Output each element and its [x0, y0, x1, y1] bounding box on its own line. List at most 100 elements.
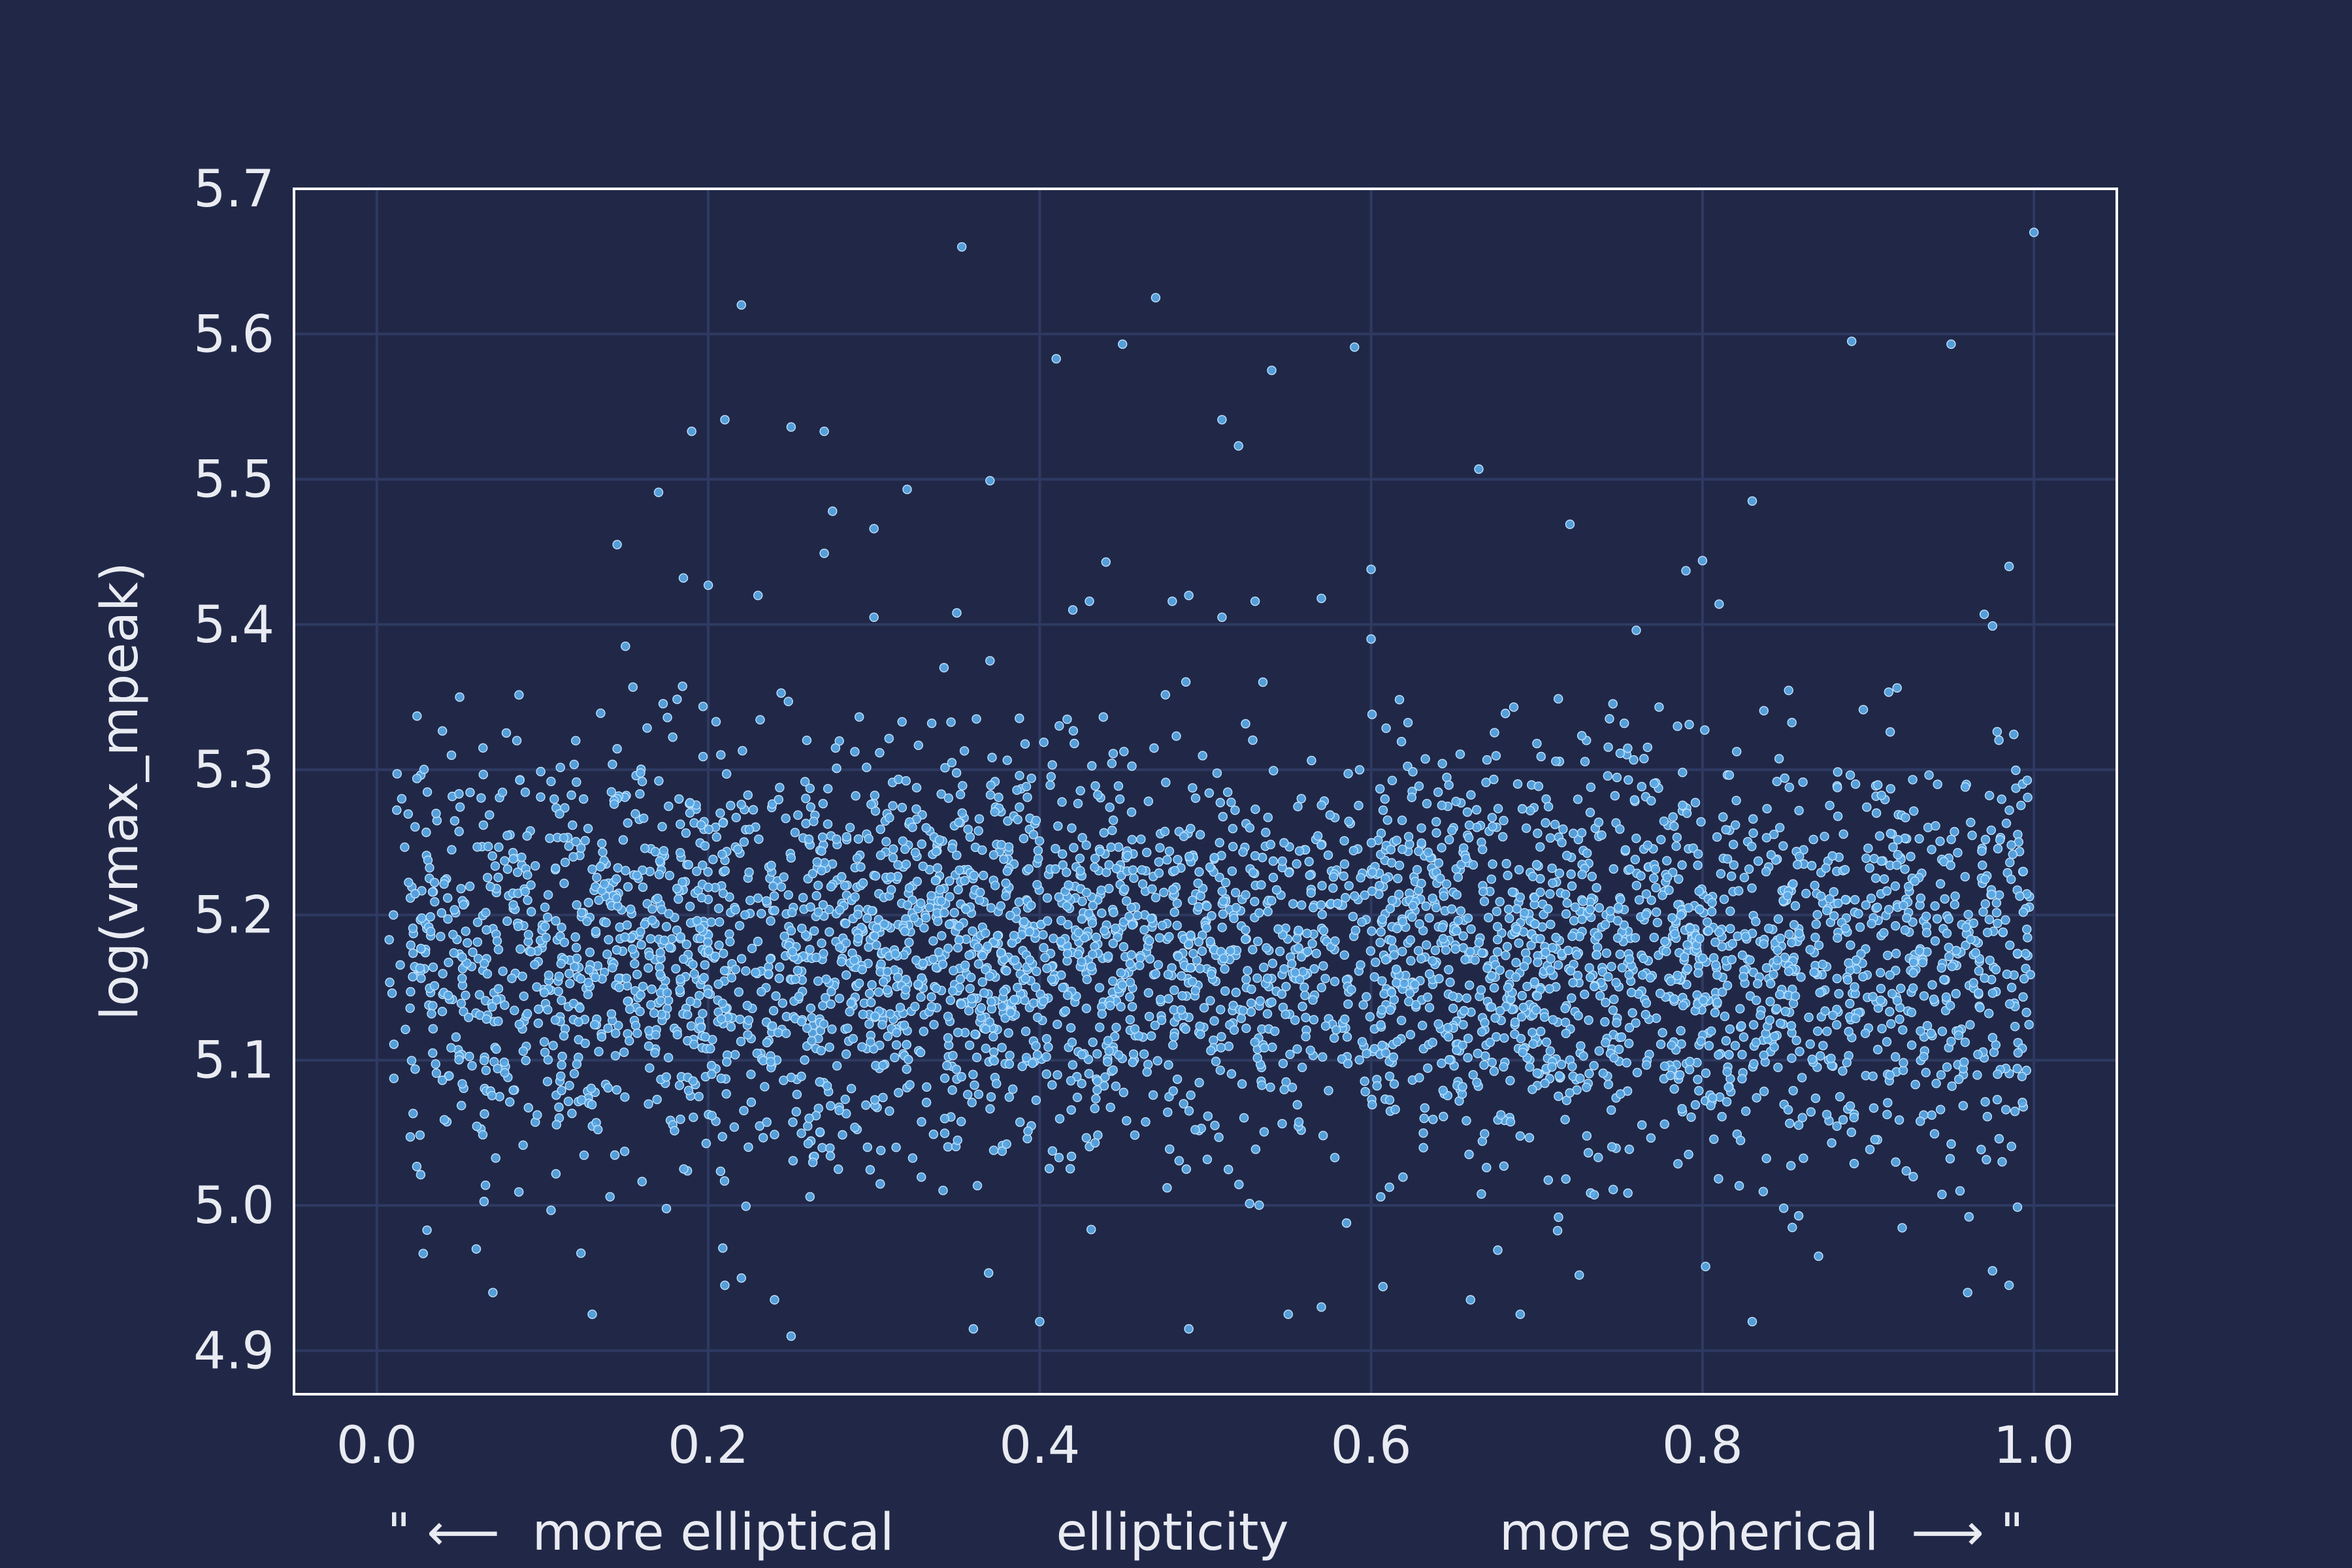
- data-point: [1115, 794, 1125, 804]
- data-point: [1328, 883, 1338, 893]
- data-point: [1137, 879, 1148, 889]
- data-point: [1199, 1003, 1209, 1013]
- data-point: [1833, 898, 1843, 908]
- data-point: [1077, 832, 1087, 843]
- data-point: [1769, 1042, 1779, 1052]
- data-point: [1693, 968, 1703, 978]
- data-point: [557, 1085, 566, 1096]
- data-point: [2004, 999, 2015, 1009]
- data-point: [1930, 936, 1940, 946]
- data-point: [1186, 823, 1196, 834]
- data-point: [1463, 833, 1474, 843]
- data-point: [1107, 759, 1117, 768]
- data-point: [1946, 1139, 1956, 1149]
- data-point: [1092, 1085, 1102, 1095]
- data-point: [1636, 871, 1646, 881]
- data-point: [1103, 951, 1113, 961]
- data-point: [1277, 1119, 1287, 1129]
- data-point: [1281, 1009, 1290, 1019]
- data-point: [917, 1117, 926, 1127]
- data-point: [1829, 911, 1839, 921]
- data-point: [808, 868, 818, 879]
- data-point: [1961, 940, 1970, 951]
- data-point: [1278, 1058, 1288, 1069]
- data-point: [1286, 958, 1297, 969]
- data-point: [1696, 817, 1706, 827]
- data-point: [1975, 1003, 1985, 1013]
- data-point: [594, 895, 604, 906]
- data-point: [1258, 677, 1268, 687]
- data-point: [890, 949, 900, 959]
- data-point: [1152, 1056, 1163, 1066]
- data-point: [515, 775, 525, 785]
- data-point: [428, 962, 438, 972]
- data-point: [1108, 938, 1119, 949]
- data-point: [1250, 804, 1260, 814]
- data-point: [1573, 970, 1583, 981]
- data-point: [1404, 996, 1414, 1007]
- data-point: [1116, 1002, 1126, 1012]
- data-point: [1358, 1000, 1368, 1010]
- data-point: [815, 1127, 825, 1137]
- data-point: [570, 962, 580, 972]
- data-point: [1623, 1188, 1633, 1198]
- data-point: [395, 960, 405, 970]
- data-point: [1554, 1091, 1563, 1102]
- data-point: [1788, 1086, 1798, 1096]
- data-point: [594, 1047, 604, 1056]
- data-point: [1164, 932, 1174, 942]
- data-point: [858, 1009, 868, 1019]
- data-point: [1515, 1131, 1526, 1141]
- data-point: [713, 904, 724, 913]
- data-point: [1520, 907, 1529, 918]
- data-point: [716, 750, 726, 760]
- data-point: [1201, 923, 1211, 933]
- data-point: [1814, 1251, 1823, 1262]
- data-point: [1266, 840, 1276, 849]
- data-point: [700, 841, 710, 851]
- data-point: [576, 973, 586, 984]
- data-point: [1662, 872, 1673, 883]
- data-point: [834, 993, 845, 1004]
- data-point: [1992, 727, 2002, 737]
- data-point: [465, 1051, 474, 1062]
- data-point: [978, 870, 988, 881]
- data-point: [1585, 972, 1595, 983]
- data-point: [2006, 983, 2017, 992]
- data-point: [853, 834, 864, 844]
- data-point: [454, 1054, 464, 1065]
- data-point: [1677, 860, 1687, 870]
- data-point: [580, 836, 590, 845]
- data-point: [1148, 1090, 1158, 1100]
- data-point: [892, 1028, 902, 1037]
- data-point: [1572, 950, 1582, 960]
- data-point: [870, 871, 881, 881]
- data-point: [1296, 952, 1307, 962]
- data-point: [1367, 1100, 1377, 1110]
- data-point: [1759, 1050, 1769, 1060]
- data-point: [1031, 1041, 1041, 1051]
- data-point: [886, 872, 896, 882]
- data-point: [1032, 1012, 1043, 1022]
- data-point: [625, 1004, 635, 1014]
- data-point: [1197, 946, 1207, 956]
- data-point: [817, 832, 828, 842]
- data-point: [1533, 828, 1543, 838]
- data-point: [919, 923, 929, 933]
- data-point: [493, 1064, 502, 1073]
- data-point: [1944, 951, 1954, 962]
- data-point: [574, 1017, 583, 1027]
- data-point: [2016, 800, 2026, 811]
- data-point: [1850, 779, 1861, 789]
- data-point: [1482, 1162, 1492, 1173]
- data-point: [798, 892, 808, 903]
- data-point: [1316, 840, 1326, 850]
- data-point: [938, 1185, 948, 1196]
- data-point: [502, 864, 513, 874]
- data-point: [1735, 1004, 1745, 1014]
- data-point: [488, 1288, 498, 1298]
- data-point: [493, 872, 503, 883]
- data-point: [1159, 887, 1169, 898]
- data-point: [1561, 1174, 1571, 1184]
- data-point: [1921, 1068, 1931, 1077]
